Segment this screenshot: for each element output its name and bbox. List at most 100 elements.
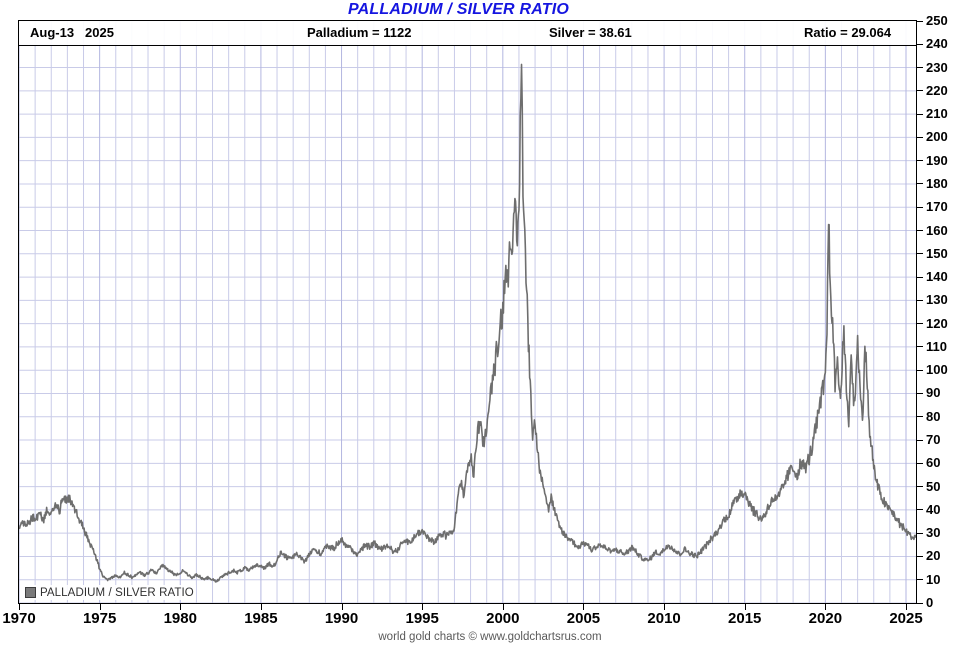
- y-tick-label: 210: [926, 106, 948, 122]
- y-tick-40: 40: [917, 503, 940, 516]
- x-axis: 1970 1975 1980 1985 1990 1995 2000 2005 2010 2015…: [2, 604, 923, 634]
- x-tick-label-2000: 2000: [486, 610, 520, 627]
- y-tick-90: 90: [917, 385, 941, 401]
- y-tick-mark: [917, 20, 923, 22]
- y-tick-30: 30: [917, 525, 941, 541]
- y-tick-label: 50: [926, 478, 941, 494]
- y-tick-mark: [917, 439, 923, 441]
- y-tick-label: 150: [926, 245, 948, 261]
- y-tick-200: 200: [917, 130, 948, 143]
- y-tick-mark: [917, 509, 923, 511]
- x-tick-label-1990: 1990: [324, 610, 359, 627]
- x-tick-label-2015: 2015: [728, 610, 762, 627]
- y-tick-mark: [917, 230, 923, 232]
- info-palladium-price: Palladium = 1122: [307, 25, 412, 40]
- footer-credit: world gold charts © www.goldchartsrus.co…: [378, 631, 602, 643]
- y-tick-mark: [917, 253, 923, 255]
- x-tick-mark: [341, 604, 343, 610]
- x-tick-label-2025: 2025: [889, 610, 923, 627]
- y-tick-240: 240: [917, 36, 948, 52]
- y-tick-label: 20: [926, 548, 941, 564]
- y-tick-label: 130: [926, 292, 948, 308]
- y-tick-120: 120: [917, 315, 948, 331]
- legend-label: PALLADIUM / SILVER RATIO: [40, 586, 194, 599]
- x-tick-mark: [180, 604, 182, 610]
- y-tick-label: 250: [926, 13, 948, 28]
- y-tick-label: 60: [926, 455, 941, 471]
- y-tick-label: 120: [926, 315, 948, 331]
- x-tick-mark: [744, 604, 746, 610]
- y-tick-label: 180: [926, 175, 948, 191]
- y-tick-label: 220: [926, 82, 948, 98]
- y-tick-label: 10: [926, 571, 941, 587]
- x-tick-mark: [664, 604, 666, 610]
- page-title: PALLADIUM / SILVER RATIO: [347, 1, 570, 18]
- y-tick-160: 160: [917, 222, 948, 238]
- y-tick-0: 0: [917, 595, 934, 610]
- y-tick-150: 150: [917, 245, 948, 261]
- y-tick-mark: [917, 416, 923, 418]
- y-tick-70: 70: [917, 432, 941, 448]
- y-tick-250: 250: [917, 13, 948, 28]
- y-tick-80: 80: [917, 408, 941, 424]
- y-tick-label: 170: [926, 199, 948, 215]
- info-year: 2025: [85, 25, 114, 40]
- y-tick-label: 110: [926, 338, 947, 354]
- y-tick-100: 100: [917, 362, 948, 378]
- info-silver-price: Silver = 38.61: [549, 25, 632, 40]
- y-tick-180: 180: [917, 175, 948, 191]
- y-tick-230: 230: [917, 59, 948, 75]
- y-tick-label: 30: [926, 525, 941, 541]
- y-tick-label: 100: [926, 362, 948, 378]
- y-tick-mark: [917, 346, 923, 348]
- y-tick-label: 140: [926, 269, 948, 285]
- y-tick-mark: [917, 579, 923, 581]
- y-tick-mark: [917, 323, 923, 325]
- x-tick-label-1985: 1985: [244, 610, 278, 627]
- y-tick-label: 0: [926, 595, 934, 610]
- y-tick-label: 80: [926, 408, 941, 424]
- y-tick-210: 210: [917, 106, 948, 122]
- y-tick-190: 190: [917, 152, 948, 168]
- y-tick-170: 170: [917, 199, 948, 215]
- y-tick-mark: [917, 462, 923, 464]
- y-tick-mark: [917, 602, 923, 604]
- y-tick-20: 20: [917, 548, 941, 564]
- y-axis: 0 10 20 30 40 50 60 70 80 90 100 110 120 130 140 150 160…: [917, 14, 980, 609]
- y-tick-mark: [917, 67, 923, 69]
- x-tick-mark: [99, 604, 101, 610]
- x-tick-label-1975: 1975: [82, 610, 117, 627]
- x-tick-label-1995: 1995: [405, 610, 439, 627]
- x-tick-label-2005: 2005: [566, 610, 601, 627]
- y-tick-label: 160: [926, 222, 948, 238]
- y-tick-label: 240: [926, 36, 948, 52]
- y-tick-220: 220: [917, 82, 948, 98]
- x-tick-mark: [422, 604, 424, 610]
- x-tick-label-2010: 2010: [647, 610, 681, 627]
- plot-area: Aug-13 2025 Palladium = 1122 Silver = 38…: [18, 20, 917, 604]
- y-tick-mark: [917, 299, 923, 301]
- y-tick-mark: [917, 183, 923, 185]
- y-tick-mark: [917, 136, 923, 138]
- y-tick-mark: [917, 369, 923, 371]
- y-tick-50: 50: [917, 478, 941, 494]
- info-header-band: Aug-13 2025 Palladium = 1122 Silver = 38…: [19, 21, 916, 46]
- x-tick-label-1970: 1970: [2, 610, 36, 627]
- y-tick-label: 90: [926, 385, 941, 401]
- y-tick-mark: [917, 532, 923, 534]
- y-tick-mark: [917, 206, 923, 208]
- y-tick-label: 70: [926, 432, 941, 448]
- legend-swatch-icon: [25, 587, 36, 598]
- y-tick-label: 230: [926, 59, 948, 75]
- y-tick-label: 190: [926, 152, 948, 168]
- y-tick-mark: [917, 160, 923, 162]
- chart-legend: PALLADIUM / SILVER RATIO: [23, 585, 196, 600]
- y-tick-mark: [917, 276, 923, 278]
- x-tick-mark: [502, 604, 504, 610]
- info-date: Aug-13: [30, 25, 75, 40]
- y-tick-mark: [917, 392, 923, 394]
- x-tick-mark: [583, 604, 585, 610]
- x-tick-label-1980: 1980: [163, 610, 197, 627]
- chart-gridlines: [19, 21, 916, 603]
- y-tick-mark: [917, 43, 923, 45]
